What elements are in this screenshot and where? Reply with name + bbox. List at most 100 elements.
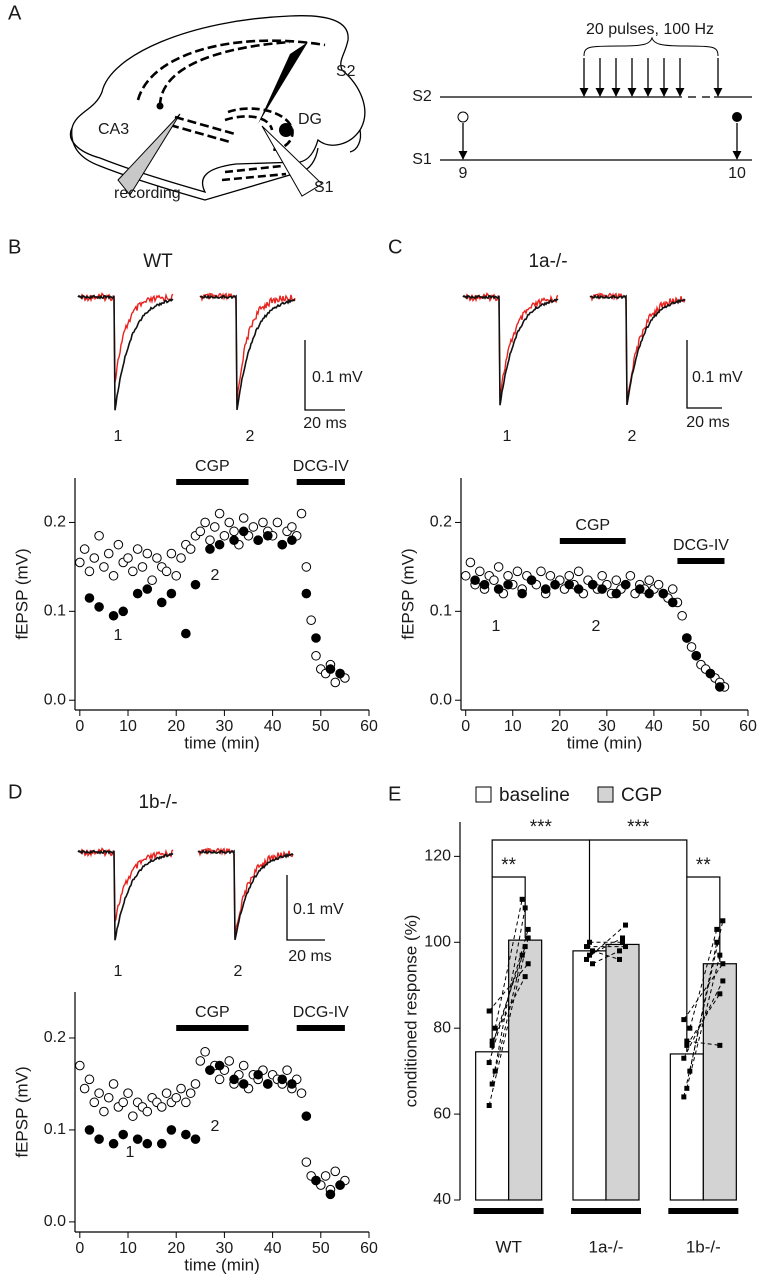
data-point (118, 1129, 128, 1140)
electrode-s2 (258, 42, 308, 124)
y-tick-label: 0.0 (44, 1213, 66, 1230)
data-point (335, 1180, 345, 1190)
data-point (181, 1129, 191, 1140)
data-point (171, 570, 182, 581)
data-point (503, 579, 513, 590)
individual-point (522, 944, 528, 950)
data-point (84, 1074, 95, 1085)
data-point (262, 530, 273, 541)
x-tick-label: 0 (461, 718, 470, 735)
data-point (229, 1074, 239, 1085)
data-point (229, 535, 239, 546)
data-point (89, 553, 100, 563)
data-point (465, 557, 476, 568)
chart-title: WT (143, 251, 173, 272)
panel-letter: D (8, 781, 22, 803)
y-tick-label: 0.2 (44, 1029, 66, 1046)
data-point (301, 1157, 312, 1167)
slice-label: recording (114, 185, 181, 202)
data-point (573, 584, 584, 594)
trace (199, 292, 296, 405)
individual-point (587, 952, 592, 958)
x-tick-label: 30 (216, 1240, 234, 1257)
x-tick-label: 60 (360, 1240, 378, 1257)
data-point (229, 526, 239, 537)
pair-line (589, 937, 623, 956)
individual-point (590, 948, 595, 954)
data-point (597, 584, 607, 594)
data-point (84, 593, 95, 603)
pair-line (592, 950, 620, 960)
slice-label: S2 (336, 63, 356, 80)
data-point (620, 579, 631, 590)
scale-label: 0.1 mV (692, 369, 743, 386)
individual-point (486, 1103, 492, 1108)
data-point (108, 1138, 119, 1149)
individual-point (590, 961, 595, 967)
data-point (142, 1106, 153, 1117)
data-point (526, 575, 537, 586)
data-point (282, 1065, 292, 1075)
data-point (94, 1088, 104, 1098)
data-point (79, 1083, 90, 1094)
data-point (128, 1111, 138, 1121)
data-point (118, 606, 128, 617)
y-tick-label: 0.2 (44, 514, 66, 531)
individual-point (684, 1085, 690, 1091)
data-point (573, 566, 584, 577)
data-point (714, 682, 725, 692)
data-point (248, 522, 259, 532)
y-tick-label: 0.0 (44, 691, 66, 708)
scale-bar (286, 875, 325, 941)
data-point (287, 522, 297, 532)
point-label: 1 (114, 627, 123, 644)
treatment-label: CGP (195, 1004, 230, 1021)
legend-label: baseline (499, 785, 570, 806)
trace (197, 847, 294, 938)
data-point (597, 570, 607, 581)
data-point (209, 522, 220, 532)
row-label: S2 (412, 88, 432, 105)
individual-point (714, 939, 720, 945)
stim-marker (457, 111, 469, 123)
data-point (587, 579, 598, 590)
data-point (185, 544, 196, 554)
panel-letter: A (8, 2, 22, 24)
trace (199, 294, 296, 411)
scale-label: 0.1 mV (312, 369, 363, 386)
data-point (258, 517, 268, 528)
data-point (118, 1097, 128, 1108)
x-tick-label: 40 (645, 718, 663, 735)
data-point (181, 628, 191, 639)
trace (462, 294, 559, 406)
data-point (625, 570, 636, 581)
point-label: 2 (211, 1118, 220, 1135)
x-tick-label: 40 (264, 1240, 282, 1257)
data-point (132, 1134, 143, 1144)
individual-point (492, 1068, 498, 1074)
protocol-lines (440, 58, 752, 161)
data-point (214, 1074, 225, 1085)
individual-point (519, 896, 525, 902)
individual-point (620, 935, 625, 941)
data-point (142, 1138, 153, 1149)
slice-label: S1 (314, 179, 334, 196)
trace (77, 849, 174, 941)
individual-point (687, 1025, 693, 1031)
individual-point (623, 922, 628, 928)
legend-swatch (475, 786, 492, 803)
individual-point (714, 926, 720, 932)
data-point (205, 1065, 215, 1075)
data-point (512, 566, 523, 577)
bar (702, 963, 737, 1201)
data-point (190, 1134, 201, 1144)
pair-line (491, 907, 526, 1085)
cell-dot (156, 102, 164, 110)
individual-point (525, 935, 531, 941)
y-tick-label: 40 (433, 1191, 451, 1208)
data-point (634, 584, 645, 594)
individual-point (492, 1025, 498, 1031)
data-point (330, 1166, 341, 1177)
